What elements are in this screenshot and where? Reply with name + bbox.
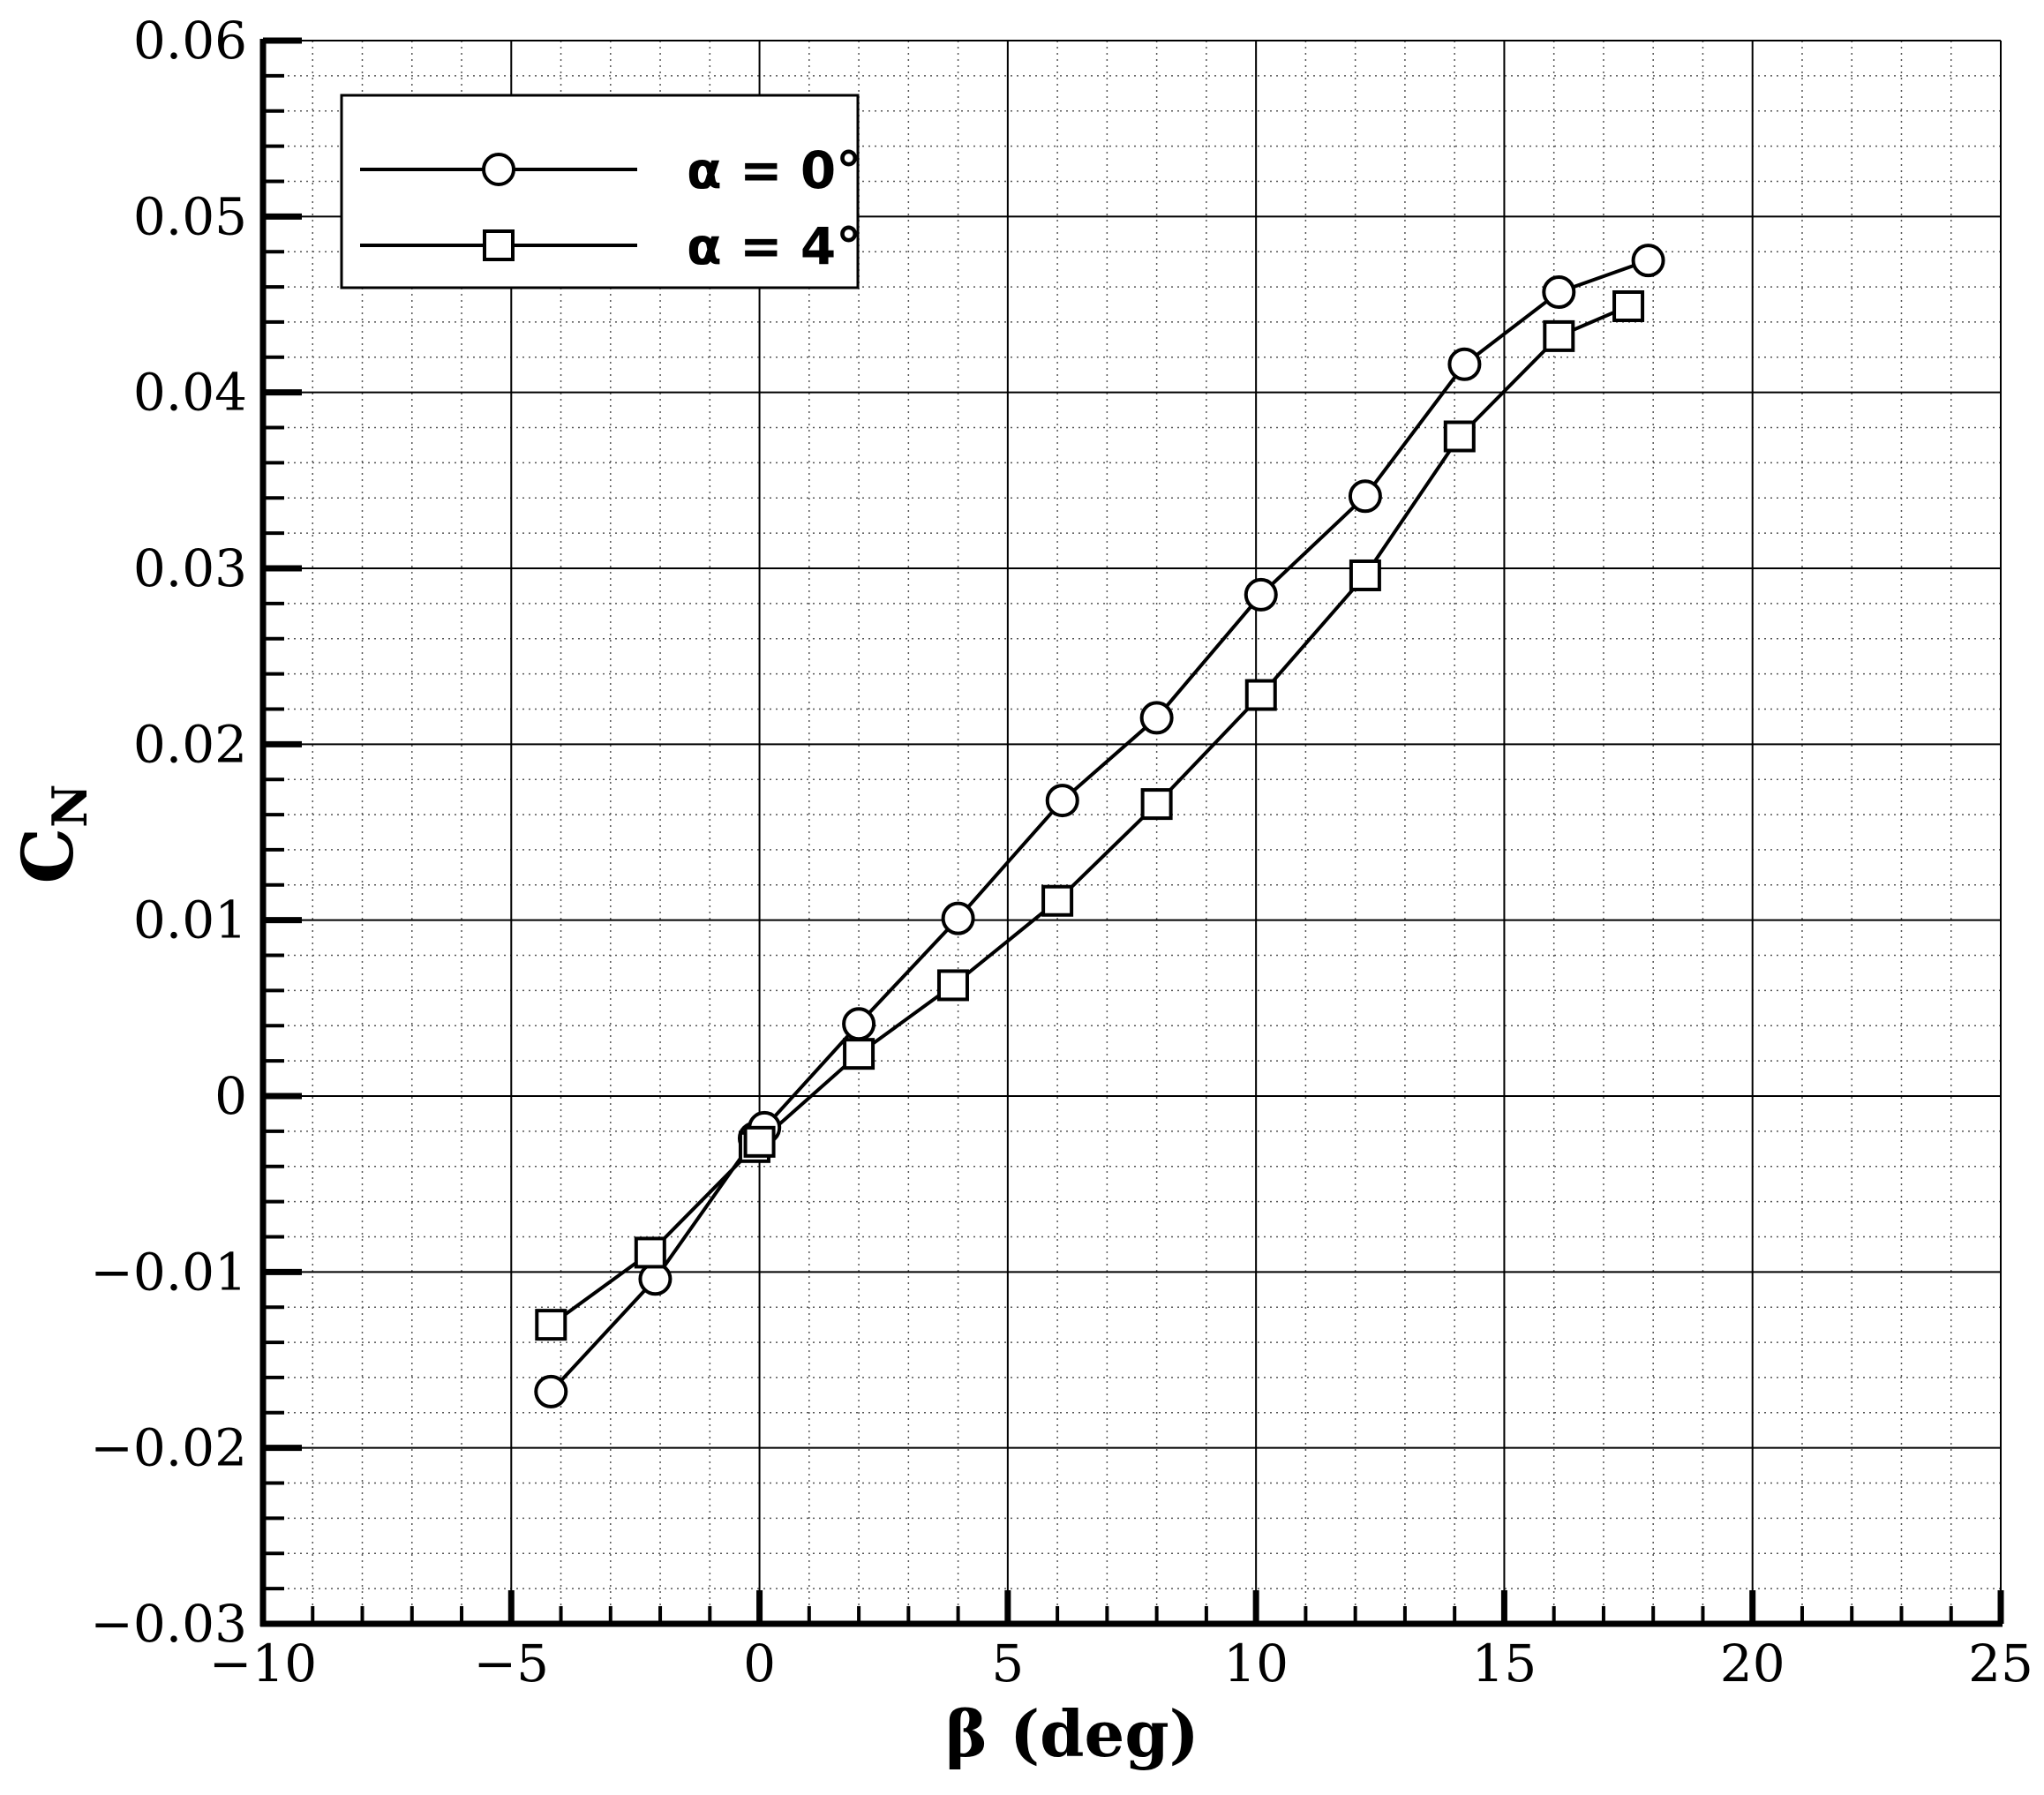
data-point-circle (1045, 784, 1079, 818)
data-point-square (1140, 788, 1173, 821)
data-point-square (535, 1309, 567, 1341)
y-tick-label: 0.06 (133, 11, 247, 71)
series-layer (534, 244, 1665, 1408)
data-point-circle (1542, 275, 1576, 310)
data-point-square (743, 1125, 776, 1158)
x-tick-label: −10 (209, 1634, 317, 1694)
data-point-circle (1631, 244, 1665, 278)
data-point-square (1349, 559, 1381, 591)
data-point-square (936, 969, 969, 1002)
legend-marker-circle (482, 153, 515, 186)
y-axis-title-subscript: N (41, 784, 98, 827)
legend-label-alpha-4: α = 4° (687, 216, 861, 276)
data-point-square (1612, 289, 1645, 322)
x-tick-label: 5 (991, 1634, 1024, 1694)
data-point-square (1543, 319, 1575, 352)
data-point-square (843, 1038, 875, 1070)
data-point-circle (1348, 479, 1382, 514)
y-tick-label: −0.01 (90, 1242, 247, 1302)
x-tick-label: 20 (1720, 1634, 1785, 1694)
data-point-square (1244, 679, 1277, 711)
labels-layer: −10 −5 0 5 10 15 20 25 −0.03 −0.02 −0.01 0 0.01 0.02 0… (90, 11, 2033, 1694)
y-tick-label: 0 (214, 1066, 247, 1126)
legend-box (340, 94, 860, 289)
y-tick-label: −0.03 (90, 1594, 247, 1654)
y-tick-label: 0.01 (133, 890, 247, 950)
legend-marker-square (483, 229, 515, 261)
x-axis-title: β (deg) (945, 1696, 1199, 1771)
x-tick-label: −5 (474, 1634, 550, 1694)
x-tick-label: 15 (1472, 1634, 1537, 1694)
data-point-square (634, 1236, 666, 1269)
legend-label-alpha-0: α = 0° (687, 140, 861, 200)
series-line-1 (550, 304, 1629, 1326)
y-tick-label: 0.02 (133, 714, 247, 774)
data-point-circle (1139, 701, 1174, 735)
y-tick-label: −0.02 (90, 1418, 247, 1478)
x-tick-label: 10 (1223, 1634, 1289, 1694)
series-line-0 (549, 259, 1649, 1393)
svg-text:CN: CN (6, 784, 98, 883)
data-point-circle (1447, 347, 1482, 381)
y-tick-label: 0.04 (133, 363, 247, 423)
y-tick-label: 0.05 (133, 186, 247, 246)
data-point-circle (941, 901, 975, 935)
data-point-square (1443, 420, 1476, 453)
legend: α = 0° α = 4° (340, 94, 861, 289)
y-axis-title: CN (6, 784, 98, 883)
data-point-square (1041, 884, 1074, 917)
data-point-circle (534, 1374, 568, 1408)
y-tick-label: 0.03 (133, 538, 247, 598)
data-point-circle (1244, 577, 1278, 612)
x-tick-label: 25 (1968, 1634, 2033, 1694)
x-tick-label: 0 (743, 1634, 776, 1694)
y-axis-title-main: C (6, 828, 89, 884)
data-point-circle (842, 1007, 876, 1041)
axes-layer (259, 37, 2004, 1627)
